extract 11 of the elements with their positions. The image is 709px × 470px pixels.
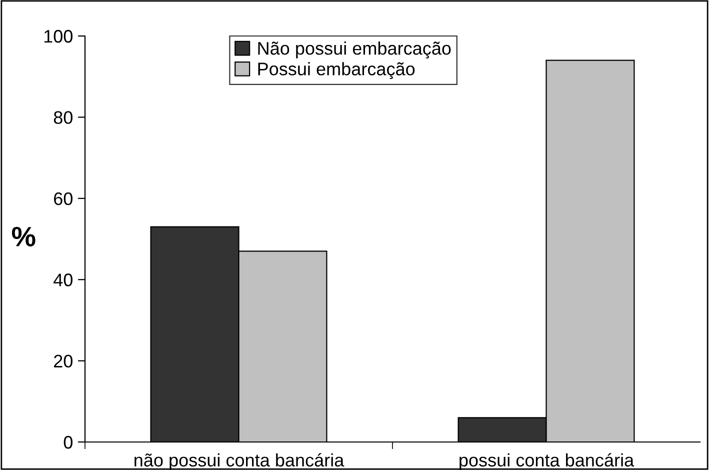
y-tick-label: 100: [44, 30, 72, 43]
legend-label: Não possui embarcação: [258, 42, 451, 58]
y-axis-title: %: [12, 226, 36, 246]
y-tick-label: 20: [54, 354, 72, 368]
y-tick-label: 40: [54, 274, 72, 286]
x-tick-label: possui conta bancária: [460, 453, 634, 470]
x-tick-label: não possui conta bancária: [134, 453, 344, 470]
y-tick-label: 0: [64, 436, 72, 449]
y-tick-label: 80: [54, 111, 72, 124]
y-tick-label: 60: [54, 192, 72, 206]
legend-label: Possui embarcação: [258, 62, 415, 80]
